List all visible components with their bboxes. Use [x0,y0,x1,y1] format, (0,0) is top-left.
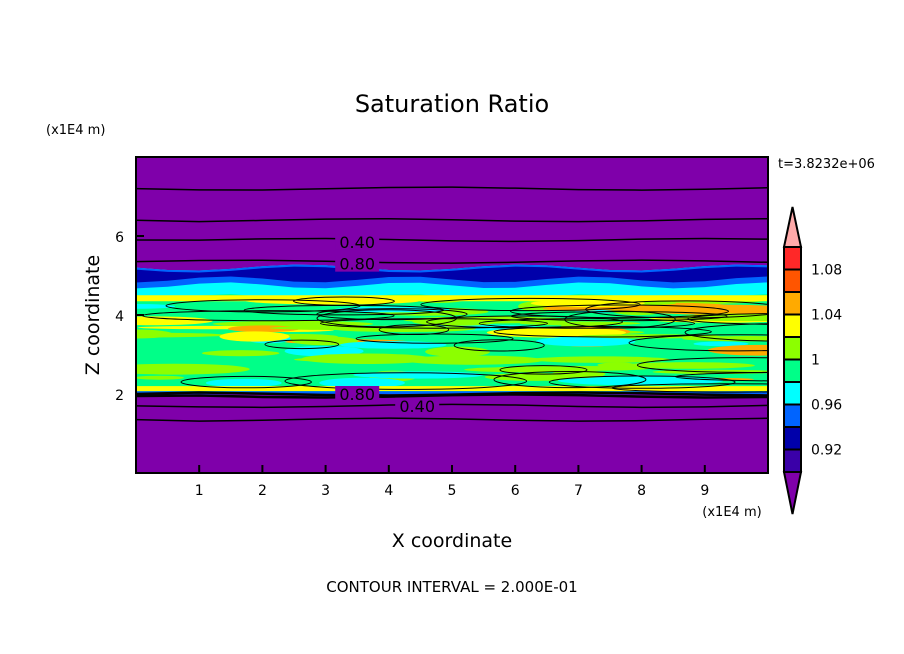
x-tick-label: 5 [448,483,457,499]
field-patch [136,316,213,326]
field-patch [425,346,490,357]
field-region [136,266,768,283]
field-patch [136,303,176,309]
y-tick-label: 6 [115,230,124,246]
contour-label-bg [335,233,380,250]
x-tick-label: 2 [258,483,267,499]
field-patch [205,378,282,388]
field-patch [401,355,544,365]
contour-line [136,217,768,223]
field-region [136,391,768,395]
contour-line [493,326,712,338]
colorbar-tick-label: 0.92 [811,443,842,459]
colorbar-tick-label: 1.04 [811,308,842,324]
x-tick-label: 7 [574,483,583,499]
contour-line [378,324,450,336]
contour-line [136,403,768,409]
contour-interval-footer: CONTOUR INTERVAL = 2.000E-01 [326,578,577,596]
y-tick-label: 2 [115,388,124,404]
contour-line [687,313,768,325]
contour-line [180,375,312,389]
x-axis: 1 2 3 4 5 6 7 8 9 [195,465,709,499]
contour-label-bg [335,386,380,402]
field-region [136,295,768,302]
x-tick-label: 4 [384,483,393,499]
field-patch [201,350,280,357]
chart-title: Saturation Ratio [355,90,549,118]
field-patch [136,332,227,338]
colorbar-tick-label: 1.08 [811,263,842,279]
contour-line [136,259,768,264]
contour-line [136,393,768,399]
contour-line [548,375,736,389]
contour-line [136,237,768,243]
colorbar-swatch [783,336,802,361]
contour-line [136,186,768,191]
colorbar-swatch [783,381,802,406]
x-units-label: (x1E4 m) [702,505,761,520]
contour-line [316,308,468,321]
field-patch [464,367,583,373]
contour-line [510,304,729,319]
colorbar-swatch [783,291,802,316]
contour-label: 0.40 [399,397,435,416]
x-tick-label: 3 [321,483,330,499]
colorbar-under-triangle [782,471,803,515]
contour-label-bg [335,255,380,272]
contour-field: 0.40 0.80 0.80 0.40 [136,157,768,473]
contour-line [293,296,395,306]
field-patch [535,336,636,347]
field-patch [136,375,184,380]
contour-label-bg [395,397,440,414]
contour-line [499,365,588,375]
contour-line [628,334,768,352]
colorbar-over-triangle [782,206,803,248]
contour-line [636,357,768,373]
y-axis: 2 4 6 [115,230,144,404]
field-patch [301,353,433,365]
colorbar-swatch [783,426,802,451]
contour-line [420,297,641,312]
field-patch [693,341,749,347]
field-patch [219,331,290,342]
contour-line [684,323,768,342]
colorbar-tick-label: 0.96 [811,398,842,414]
contour-line [284,372,528,390]
contour-line [136,417,768,422]
field-patch [707,344,768,356]
contour-line [319,318,548,329]
field-patch [136,363,250,375]
colorbar: 1.08 1.04 1 0.96 0.92 [782,206,842,515]
colorbar-swatch [783,358,802,383]
contour-line [610,383,768,393]
contour-line [493,371,647,389]
time-label: t=3.8232e+06 [778,157,875,172]
contour-label: 0.80 [339,385,375,404]
contour-line [564,310,676,329]
colorbar-swatch [783,313,802,338]
x-axis-label: X coordinate [392,530,512,552]
field-patch [319,377,405,388]
field-patch [531,356,670,363]
colorbar-swatch [783,268,802,293]
contour-line [585,300,768,319]
y-axis-label: Z coordinate [82,255,104,375]
contour-label: 0.40 [339,233,375,252]
field-patch [621,362,755,369]
colorbar-swatch [783,246,802,271]
x-tick-label: 9 [700,483,709,499]
colorbar-tick-label: 1 [811,353,820,369]
contour-label: 0.80 [339,255,375,274]
x-tick-label: 6 [511,483,520,499]
x-tick-label: 8 [637,483,646,499]
y-units-label: (x1E4 m) [46,123,105,138]
colorbar-swatch [783,403,802,428]
y-tick-label: 4 [115,309,124,325]
contour-line [478,318,696,329]
contour-line [453,339,545,352]
contour-line [264,339,340,350]
x-tick-label: 1 [195,483,204,499]
colorbar-swatch [783,448,802,473]
